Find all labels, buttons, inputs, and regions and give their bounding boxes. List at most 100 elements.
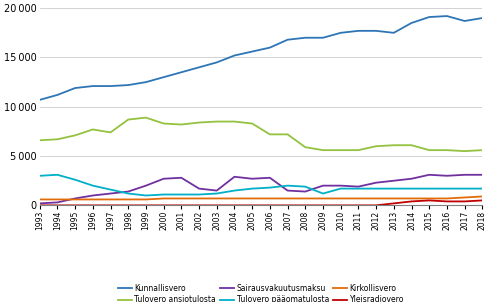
Kunnallisvero (37, 98, 43, 102)
Tulovero ansiotulosta (479, 148, 485, 152)
Kirkollisvero (214, 197, 219, 200)
Kunnallisvero (409, 21, 414, 25)
Tulovero pääomatulosta (479, 187, 485, 190)
Yleisradiovero (55, 204, 60, 207)
Yleisradiovero (373, 204, 379, 207)
Sairausvakuutusmaksu (196, 187, 202, 190)
Tulovero ansiotulosta (161, 122, 166, 125)
Yleisradiovero (285, 204, 291, 207)
Sairausvakuutusmaksu (302, 190, 308, 193)
Sairausvakuutusmaksu (373, 181, 379, 185)
Kunnallisvero (444, 14, 450, 18)
Kirkollisvero (55, 198, 60, 201)
Kunnallisvero (143, 80, 149, 84)
Sairausvakuutusmaksu (338, 184, 344, 188)
Yleisradiovero (249, 204, 255, 207)
Tulovero pääomatulosta (161, 193, 166, 196)
Kunnallisvero (426, 15, 432, 19)
Tulovero ansiotulosta (55, 137, 60, 141)
Tulovero pääomatulosta (285, 184, 291, 188)
Yleisradiovero (232, 204, 238, 207)
Kunnallisvero (72, 86, 78, 90)
Sairausvakuutusmaksu (214, 189, 219, 192)
Sairausvakuutusmaksu (232, 175, 238, 178)
Sairausvakuutusmaksu (125, 190, 131, 193)
Tulovero ansiotulosta (267, 133, 273, 136)
Sairausvakuutusmaksu (161, 177, 166, 181)
Tulovero pääomatulosta (302, 185, 308, 188)
Tulovero pääomatulosta (90, 184, 96, 188)
Sairausvakuutusmaksu (55, 201, 60, 204)
Kirkollisvero (267, 197, 273, 200)
Kunnallisvero (55, 93, 60, 97)
Sairausvakuutusmaksu (108, 192, 113, 195)
Sairausvakuutusmaksu (426, 173, 432, 177)
Kunnallisvero (462, 19, 467, 23)
Line: Tulovero ansiotulosta: Tulovero ansiotulosta (40, 117, 482, 151)
Kunnallisvero (355, 29, 361, 33)
Tulovero pääomatulosta (72, 178, 78, 182)
Kunnallisvero (90, 84, 96, 88)
Yleisradiovero (444, 200, 450, 203)
Kirkollisvero (462, 196, 467, 199)
Kunnallisvero (196, 66, 202, 69)
Kunnallisvero (214, 61, 219, 64)
Yleisradiovero (355, 204, 361, 207)
Kunnallisvero (302, 36, 308, 40)
Sairausvakuutusmaksu (462, 173, 467, 177)
Sairausvakuutusmaksu (178, 176, 184, 180)
Tulovero ansiotulosta (391, 143, 397, 147)
Tulovero ansiotulosta (285, 133, 291, 136)
Tulovero ansiotulosta (373, 144, 379, 148)
Kirkollisvero (178, 197, 184, 200)
Kunnallisvero (161, 76, 166, 79)
Yleisradiovero (90, 204, 96, 207)
Kirkollisvero (161, 197, 166, 200)
Sairausvakuutusmaksu (90, 194, 96, 197)
Yleisradiovero (338, 204, 344, 207)
Kunnallisvero (285, 38, 291, 42)
Tulovero pääomatulosta (355, 187, 361, 190)
Tulovero pääomatulosta (338, 187, 344, 190)
Kirkollisvero (373, 197, 379, 200)
Yleisradiovero (479, 199, 485, 202)
Sairausvakuutusmaksu (285, 189, 291, 192)
Kirkollisvero (444, 197, 450, 200)
Tulovero ansiotulosta (232, 120, 238, 123)
Kirkollisvero (125, 198, 131, 201)
Kunnallisvero (391, 31, 397, 35)
Tulovero pääomatulosta (108, 188, 113, 191)
Sairausvakuutusmaksu (267, 176, 273, 180)
Tulovero pääomatulosta (143, 194, 149, 197)
Tulovero pääomatulosta (267, 186, 273, 189)
Tulovero pääomatulosta (125, 192, 131, 195)
Kirkollisvero (37, 198, 43, 201)
Kunnallisvero (125, 83, 131, 87)
Sairausvakuutusmaksu (391, 179, 397, 182)
Kunnallisvero (178, 70, 184, 74)
Yleisradiovero (143, 204, 149, 207)
Tulovero pääomatulosta (409, 187, 414, 190)
Yleisradiovero (426, 199, 432, 202)
Kunnallisvero (320, 36, 326, 40)
Tulovero ansiotulosta (409, 143, 414, 147)
Yleisradiovero (125, 204, 131, 207)
Kirkollisvero (479, 195, 485, 198)
Tulovero pääomatulosta (373, 187, 379, 190)
Tulovero ansiotulosta (320, 148, 326, 152)
Yleisradiovero (72, 204, 78, 207)
Tulovero ansiotulosta (444, 148, 450, 152)
Yleisradiovero (267, 204, 273, 207)
Line: Tulovero pääomatulosta: Tulovero pääomatulosta (40, 175, 482, 195)
Sairausvakuutusmaksu (143, 184, 149, 188)
Tulovero ansiotulosta (196, 121, 202, 124)
Kirkollisvero (320, 197, 326, 200)
Tulovero ansiotulosta (125, 118, 131, 121)
Tulovero ansiotulosta (338, 148, 344, 152)
Line: Kirkollisvero: Kirkollisvero (40, 197, 482, 199)
Tulovero ansiotulosta (178, 123, 184, 126)
Tulovero pääomatulosta (444, 187, 450, 190)
Kirkollisvero (285, 197, 291, 200)
Kirkollisvero (249, 197, 255, 200)
Kunnallisvero (267, 46, 273, 50)
